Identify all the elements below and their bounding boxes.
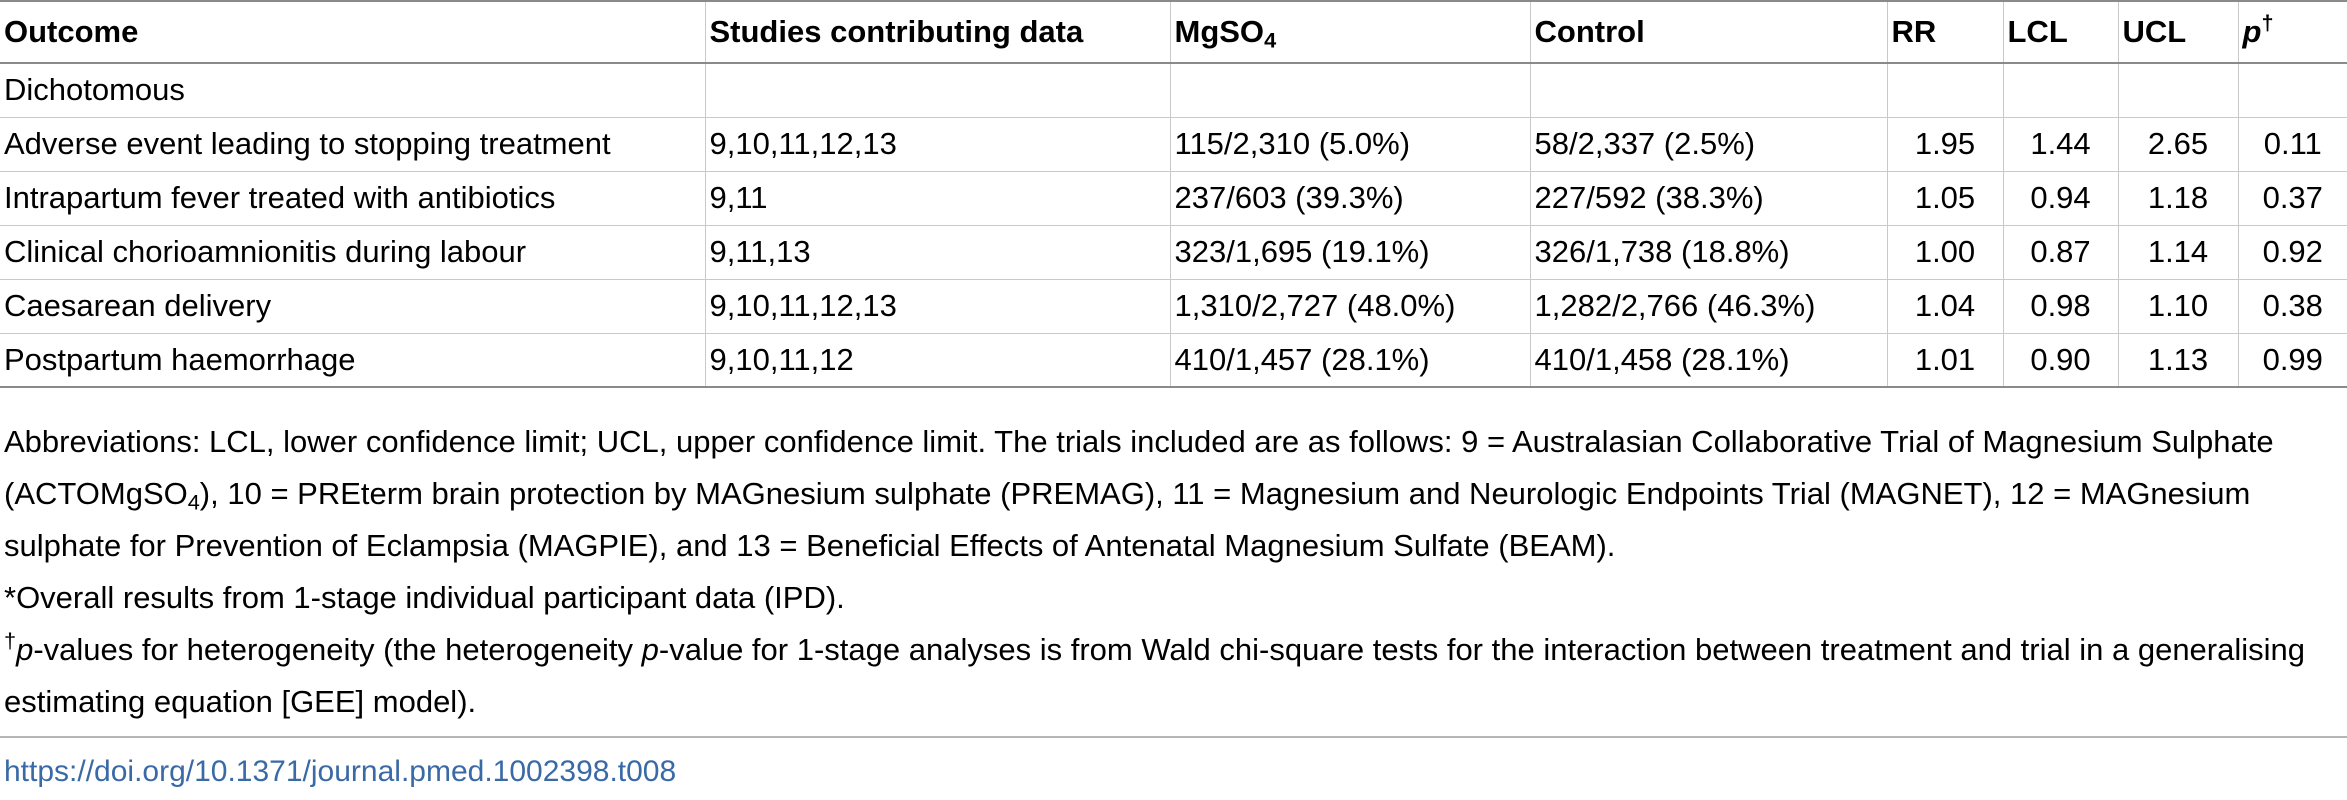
outcome-cell: Adverse event leading to stopping treatm… [0, 117, 705, 172]
col-header-ucl: UCL [2117, 1, 2238, 64]
dagger-p-label-2: p [641, 632, 659, 667]
col-header-outcome: Outcome [0, 1, 705, 64]
mgso4-label: MgSO [1174, 14, 1265, 49]
outcomes-table: Outcome Studies contributing data MgSO4 … [0, 0, 2347, 388]
dagger-text: -values for heterogeneity (the heterogen… [33, 632, 642, 667]
table-row: Clinical chorioamnionitis during labour … [0, 225, 2347, 280]
empty-cell [1169, 63, 1530, 118]
outcome-cell: Clinical chorioamnionitis during labour [0, 225, 705, 280]
dagger-text-cont: -value for 1-stage analyses is from Wald… [4, 632, 2306, 719]
col-header-lcl: LCL [2002, 1, 2118, 64]
section-row: Dichotomous [0, 63, 2347, 118]
abbreviations-text-cont: ), 10 = PREterm brain protection by MAGn… [4, 476, 2251, 563]
rr-cell: 1.04 [1886, 279, 2003, 334]
lcl-cell: 0.87 [2002, 225, 2118, 280]
col-header-p: p† [2237, 1, 2347, 64]
studies-cell: 9,11 [704, 171, 1170, 226]
p-cell: 0.99 [2237, 333, 2347, 388]
ucl-cell: 1.14 [2117, 225, 2238, 280]
table-footnotes: Abbreviations: LCL, lower confidence lim… [4, 416, 2339, 728]
control-cell: 326/1,738 (18.8%) [1529, 225, 1887, 280]
mgso4-cell: 1,310/2,727 (48.0%) [1169, 279, 1530, 334]
abbreviations-note: Abbreviations: LCL, lower confidence lim… [4, 416, 2339, 572]
ucl-cell: 2.65 [2117, 117, 2238, 172]
section-label: Dichotomous [0, 63, 705, 118]
empty-cell [1529, 63, 1887, 118]
control-cell: 58/2,337 (2.5%) [1529, 117, 1887, 172]
table-row: Postpartum haemorrhage 9,10,11,12 410/1,… [0, 333, 2347, 388]
table-row: Adverse event leading to stopping treatm… [0, 117, 2347, 172]
rr-cell: 1.01 [1886, 333, 2003, 388]
lcl-cell: 0.90 [2002, 333, 2118, 388]
dagger-p-label: p [16, 632, 34, 667]
lcl-cell: 0.98 [2002, 279, 2118, 334]
outcome-cell: Postpartum haemorrhage [0, 333, 705, 388]
rr-cell: 1.95 [1886, 117, 2003, 172]
studies-cell: 9,10,11,12,13 [704, 117, 1170, 172]
col-header-rr: RR [1886, 1, 2003, 64]
empty-cell [2002, 63, 2118, 118]
table-row: Caesarean delivery 9,10,11,12,13 1,310/2… [0, 279, 2347, 334]
mgso4-cell: 237/603 (39.3%) [1169, 171, 1530, 226]
p-cell: 0.37 [2237, 171, 2347, 226]
empty-cell [1886, 63, 2003, 118]
p-label: p [2242, 14, 2262, 49]
studies-cell: 9,11,13 [704, 225, 1170, 280]
studies-cell: 9,10,11,12,13 [704, 279, 1170, 334]
outcome-cell: Intrapartum fever treated with antibioti… [0, 171, 705, 226]
rr-cell: 1.00 [1886, 225, 2003, 280]
empty-cell [2237, 63, 2347, 118]
mgso4-cell: 410/1,457 (28.1%) [1169, 333, 1530, 388]
empty-cell [704, 63, 1170, 118]
studies-cell: 9,10,11,12 [704, 333, 1170, 388]
control-cell: 227/592 (38.3%) [1529, 171, 1887, 226]
mgso4-cell: 115/2,310 (5.0%) [1169, 117, 1530, 172]
col-header-mgso4: MgSO4 [1169, 1, 1530, 64]
dagger-note: †p-values for heterogeneity (the heterog… [4, 624, 2339, 728]
p-cell: 0.38 [2237, 279, 2347, 334]
footer-divider [0, 736, 2347, 738]
rr-cell: 1.05 [1886, 171, 2003, 226]
p-cell: 0.92 [2237, 225, 2347, 280]
abbreviations-text: Abbreviations: LCL, lower confidence lim… [4, 424, 2274, 511]
lcl-cell: 1.44 [2002, 117, 2118, 172]
table-row: Intrapartum fever treated with antibioti… [0, 171, 2347, 226]
asterisk-note: *Overall results from 1-stage individual… [4, 580, 845, 615]
col-header-control: Control [1529, 1, 1887, 64]
header-row: Outcome Studies contributing data MgSO4 … [0, 1, 2347, 64]
outcome-cell: Caesarean delivery [0, 279, 705, 334]
p-dagger: † [2261, 10, 2274, 36]
ucl-cell: 1.18 [2117, 171, 2238, 226]
lcl-cell: 0.94 [2002, 171, 2118, 226]
ucl-cell: 1.13 [2117, 333, 2238, 388]
abbreviations-subscript: 4 [187, 489, 200, 515]
p-cell: 0.11 [2237, 117, 2347, 172]
control-cell: 1,282/2,766 (46.3%) [1529, 279, 1887, 334]
mgso4-cell: 323/1,695 (19.1%) [1169, 225, 1530, 280]
mgso4-subscript: 4 [1264, 27, 1277, 53]
dagger-mark: † [4, 628, 17, 654]
doi-link[interactable]: https://doi.org/10.1371/journal.pmed.100… [4, 755, 677, 788]
empty-cell [2117, 63, 2238, 118]
ucl-cell: 1.10 [2117, 279, 2238, 334]
col-header-studies: Studies contributing data [704, 1, 1170, 64]
control-cell: 410/1,458 (28.1%) [1529, 333, 1887, 388]
